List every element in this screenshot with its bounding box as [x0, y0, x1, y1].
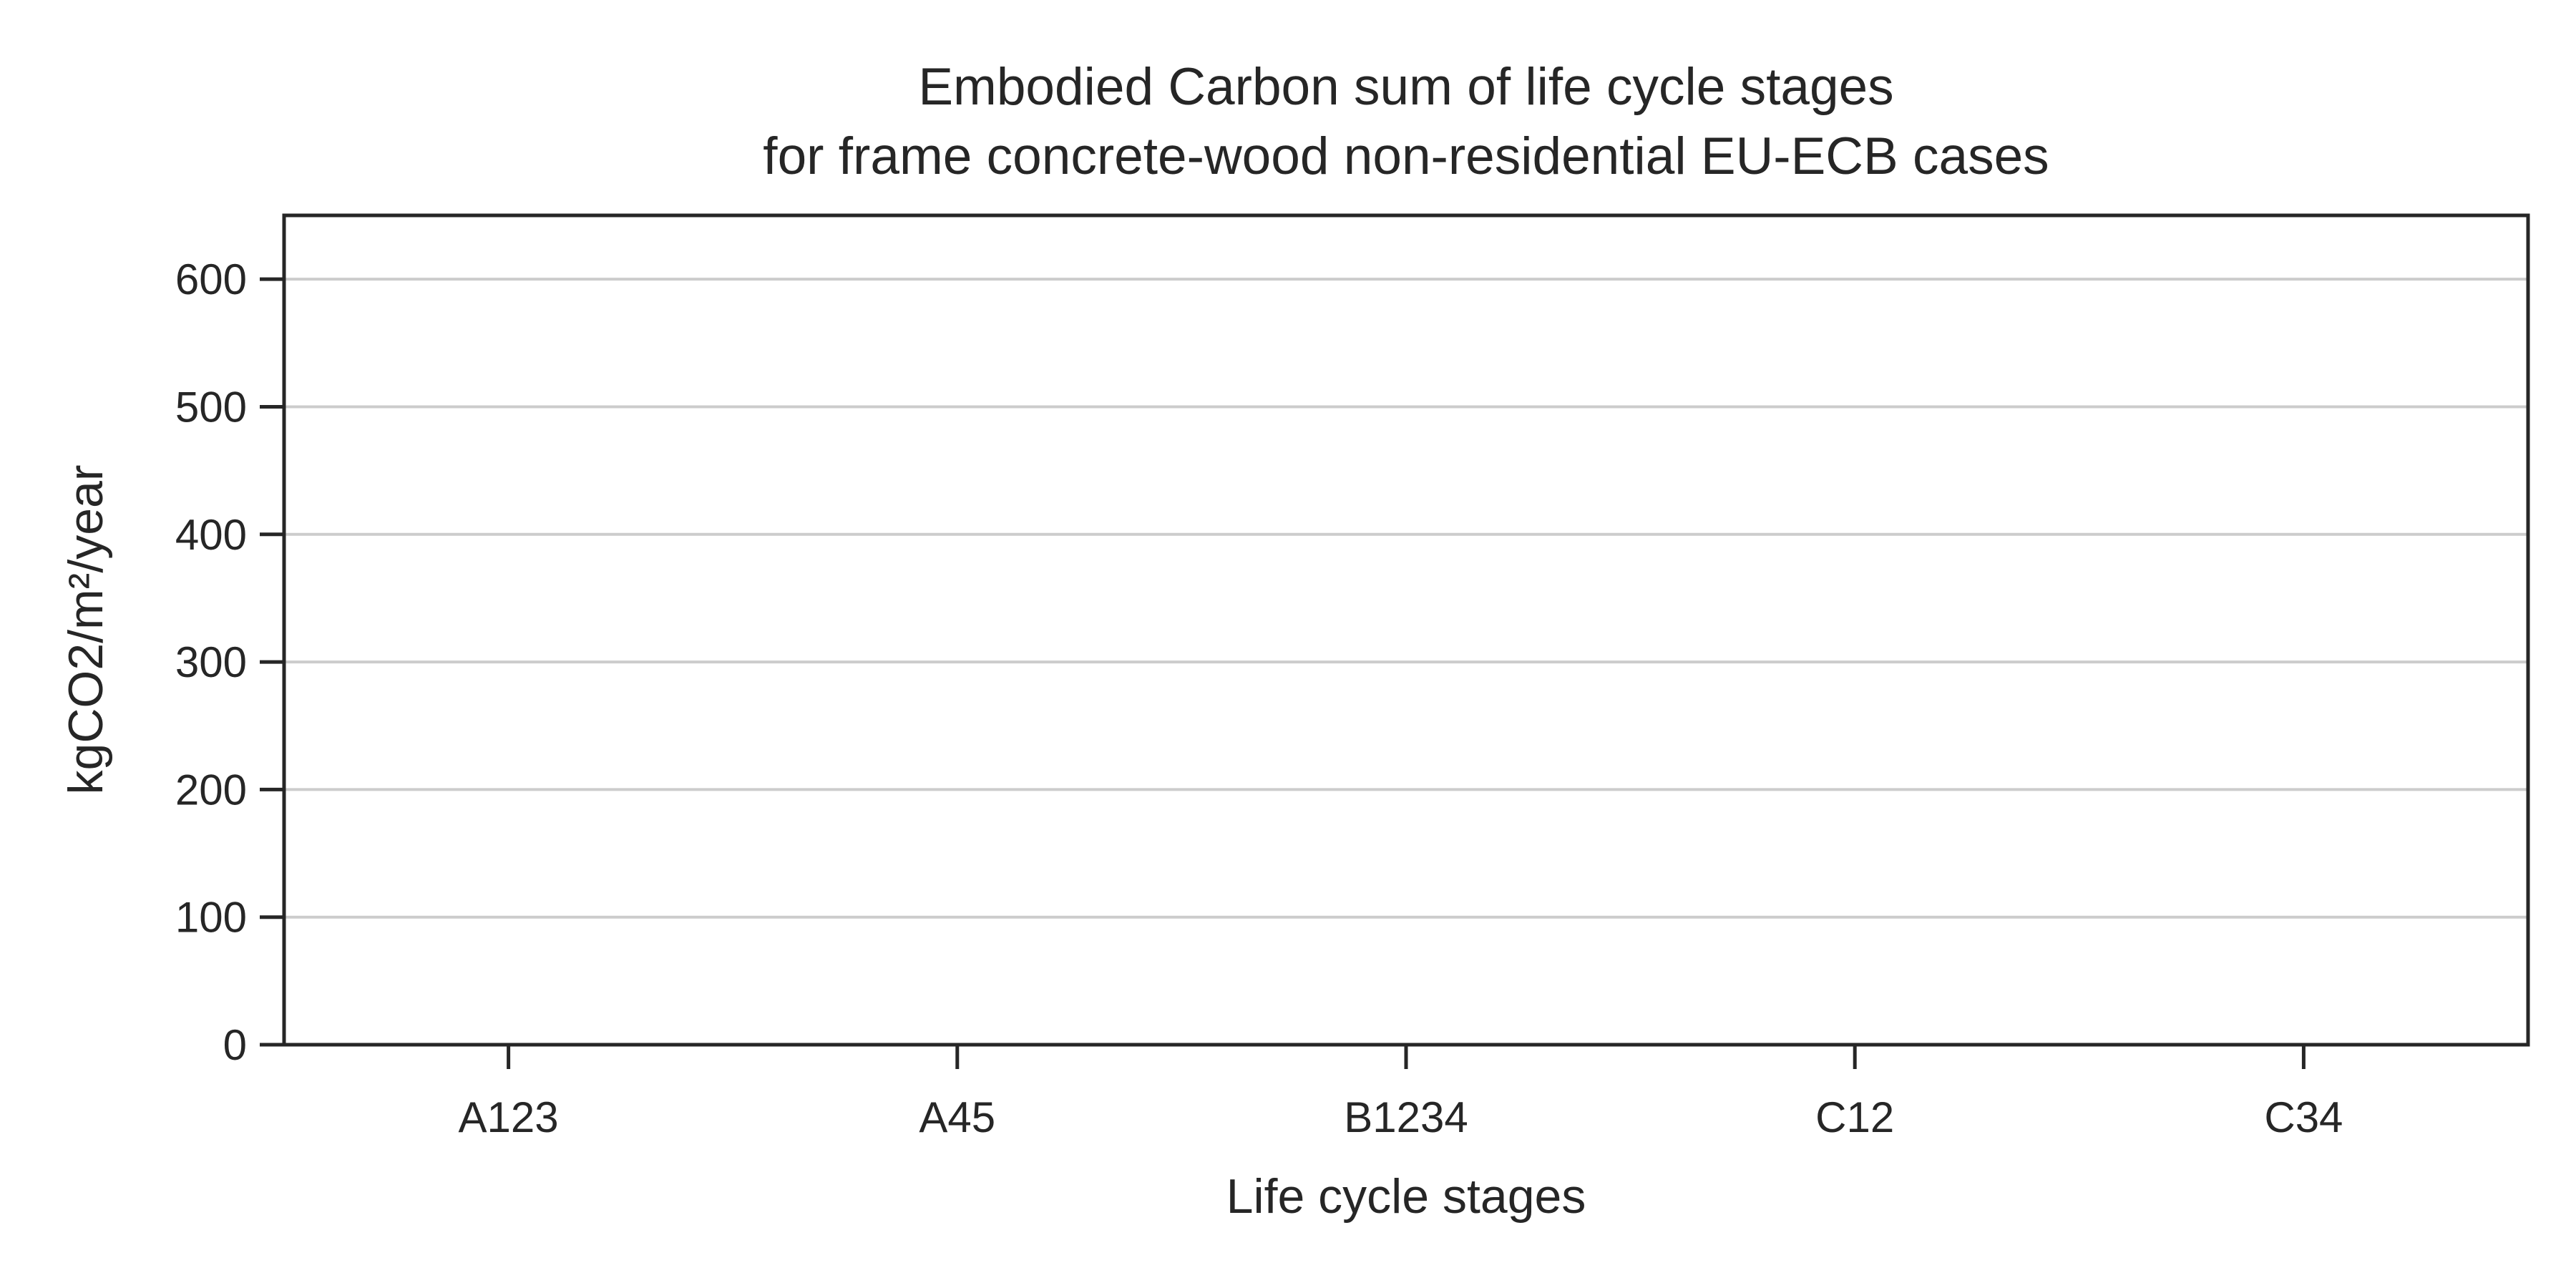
gridlines: [284, 278, 2528, 919]
y-tick-label: 200: [175, 766, 247, 814]
y-tick-label: 300: [175, 638, 247, 686]
chart-title-line-1: Embodied Carbon sum of life cycle stages: [918, 58, 1893, 116]
x-tick-label: B1234: [1344, 1093, 1468, 1141]
y-tick-label: 400: [175, 511, 247, 559]
x-tick-label: A45: [919, 1093, 995, 1141]
x-axis-label: Life cycle stages: [1226, 1169, 1586, 1224]
plot-frame: [282, 213, 2530, 1047]
x-tick-label: C34: [2264, 1093, 2343, 1141]
y-tick-label: 100: [175, 894, 247, 942]
chart-title: Embodied Carbon sum of life cycle stages…: [763, 58, 2049, 185]
y-tick-label: 600: [175, 255, 247, 303]
chart-title-line-2: for frame concrete-wood non-residential …: [763, 127, 2049, 185]
x-tick-label: A123: [459, 1093, 559, 1141]
y-axis: 0 100 200 300 400 500 600: [175, 255, 284, 1069]
y-axis-label: kgCO2/m²/year: [59, 465, 113, 795]
y-tick-label: 500: [175, 383, 247, 431]
y-tick-label: 0: [223, 1021, 247, 1069]
x-tick-label: C12: [1815, 1093, 1894, 1141]
x-axis: A123 A45 B1234 C12 C34: [459, 1045, 2343, 1141]
